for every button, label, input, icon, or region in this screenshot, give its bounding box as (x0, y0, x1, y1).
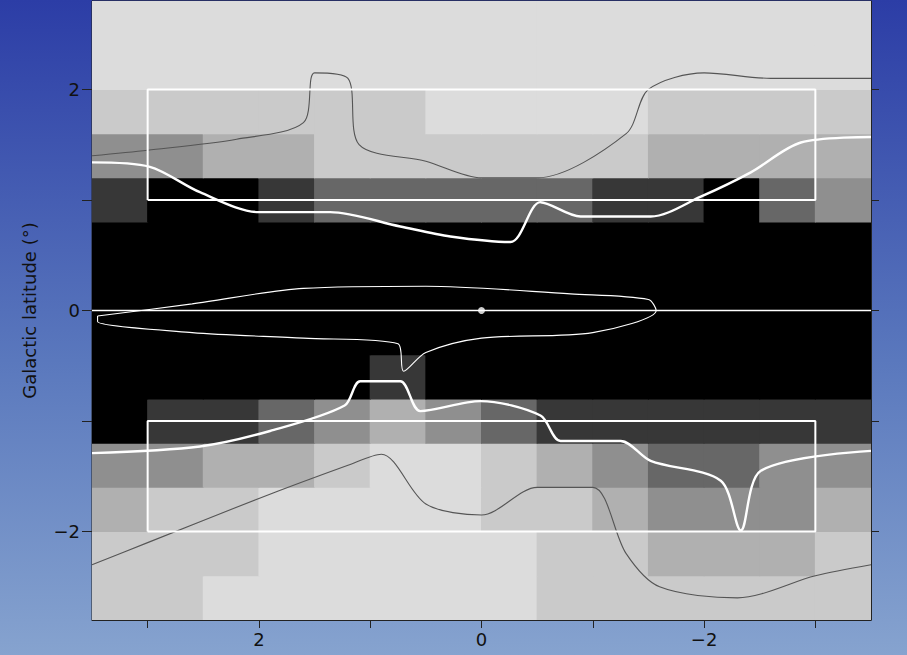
svg-text:0: 0 (476, 629, 487, 650)
svg-text:−2: −2 (691, 629, 718, 650)
svg-text:Galactic latitude (°): Galactic latitude (°) (19, 222, 40, 398)
svg-text:0: 0 (69, 300, 80, 321)
svg-text:2: 2 (253, 629, 264, 650)
svg-text:2: 2 (69, 79, 80, 100)
svg-text:−2: −2 (53, 521, 80, 542)
